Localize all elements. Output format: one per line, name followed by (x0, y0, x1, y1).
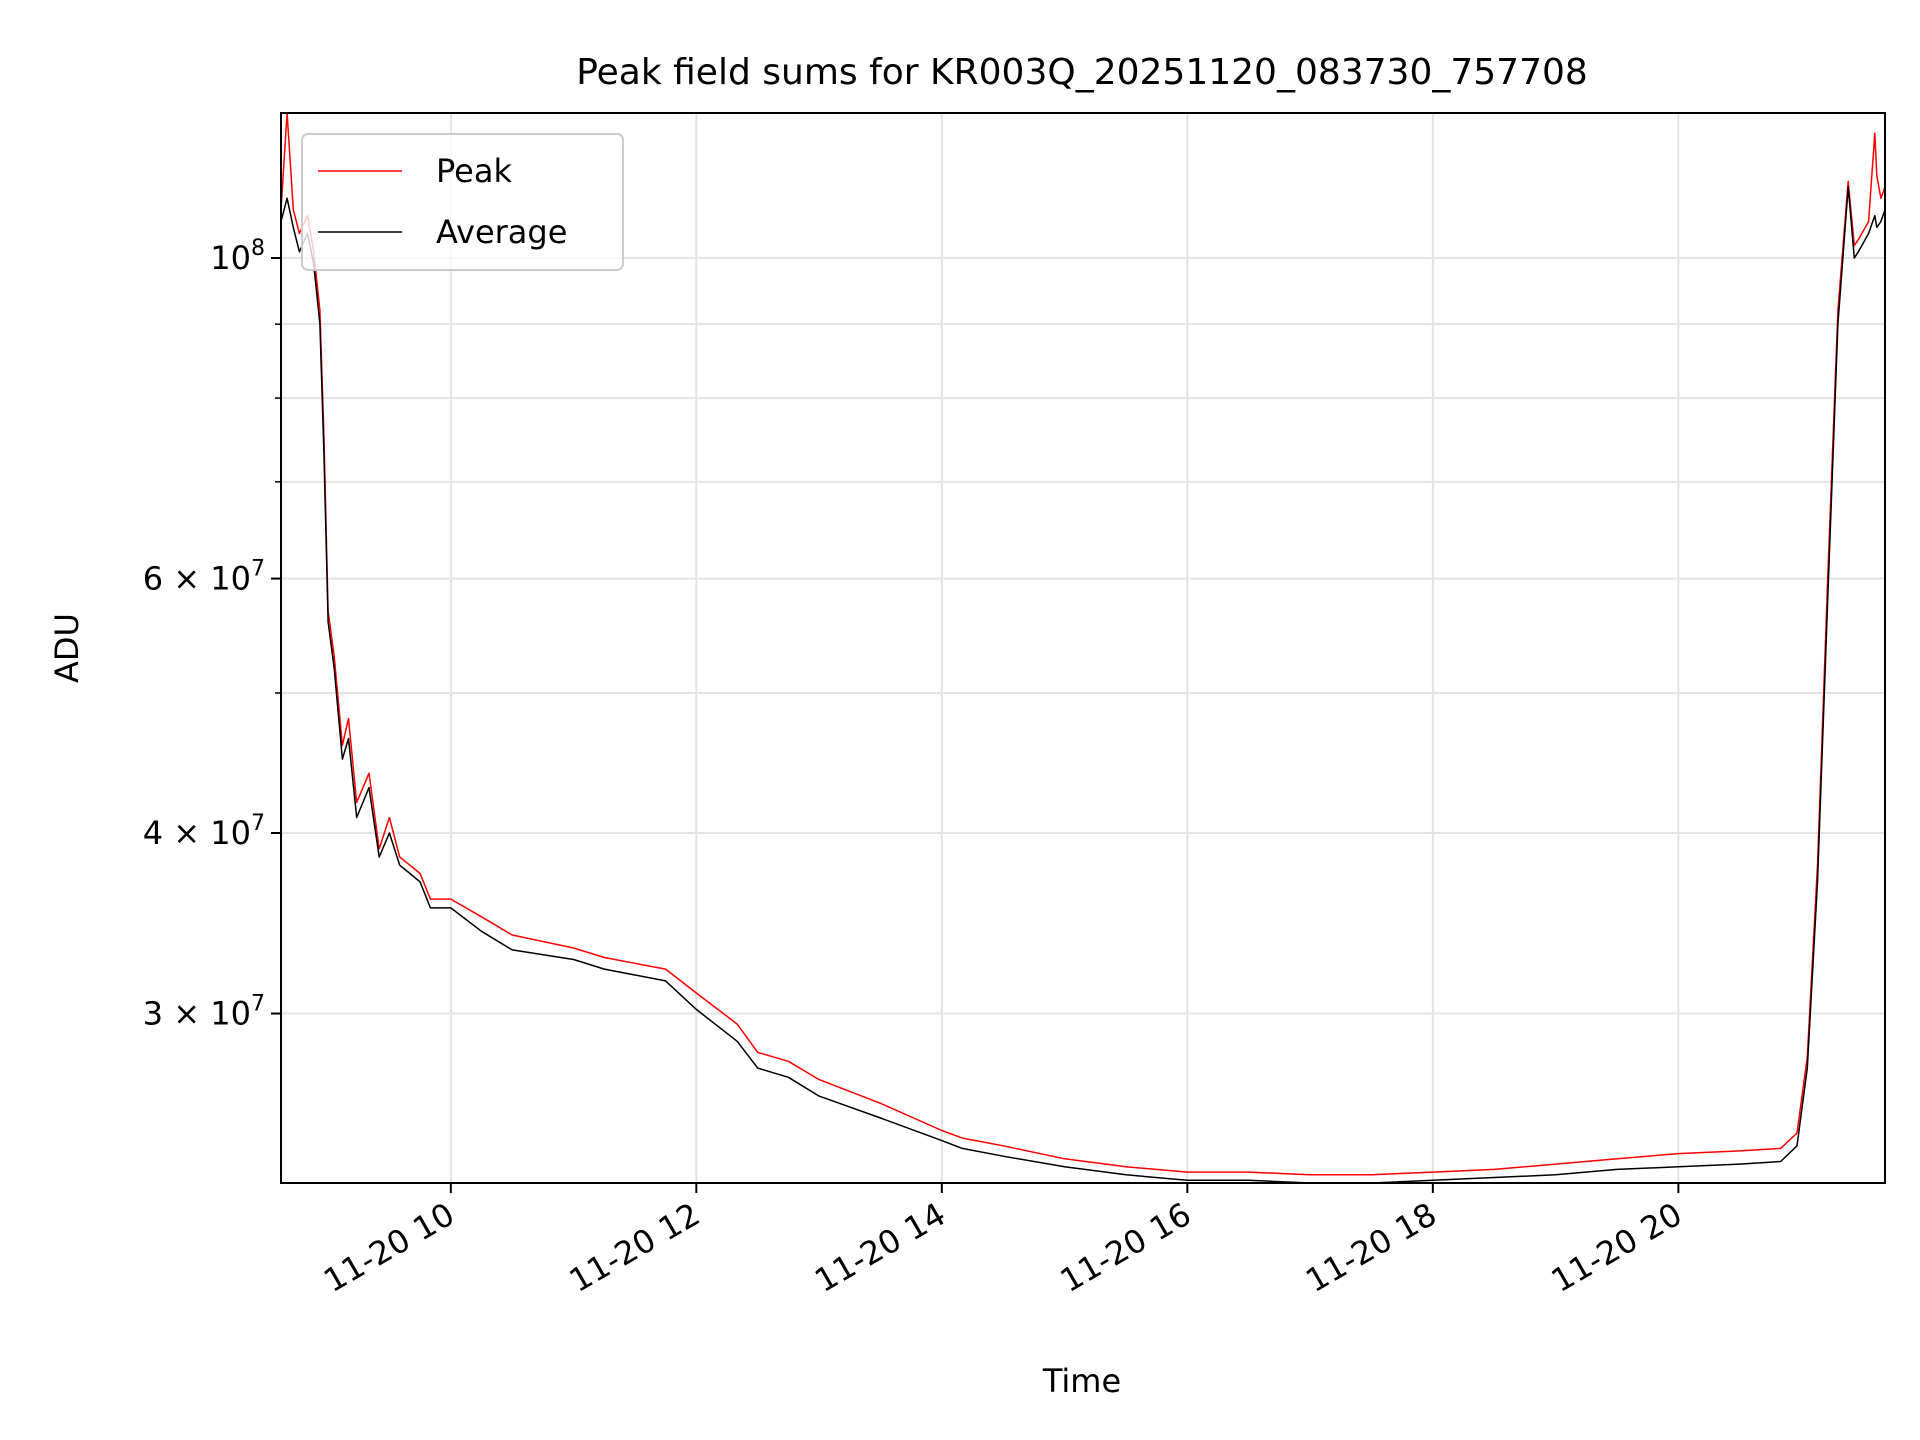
y-tick-label-0: 3 × 107 (143, 992, 265, 1033)
y-axis-ticks: 3 × 107 4 × 107 6 × 107 108 (143, 236, 281, 1033)
chart-title: Peak field sums for KR003Q_20251120_0837… (576, 52, 1588, 93)
x-axis-label: Time (1042, 1362, 1121, 1400)
legend-label-average: Average (436, 213, 567, 251)
plot-frame (280, 112, 1886, 1184)
legend-box (301, 133, 624, 271)
y-tick-label-3: 108 (210, 236, 265, 277)
grid-lines (281, 113, 1885, 1183)
series-line-peak (281, 113, 1885, 1176)
plot-series (281, 113, 1885, 1183)
y-tick-label-1: 4 × 107 (143, 811, 265, 852)
legend: Peak Average (301, 133, 624, 271)
legend-label-peak: Peak (436, 152, 512, 190)
series-line-average (281, 186, 1885, 1183)
y-tick-label-2: 6 × 107 (143, 557, 265, 598)
y-axis-label: ADU (48, 613, 86, 683)
